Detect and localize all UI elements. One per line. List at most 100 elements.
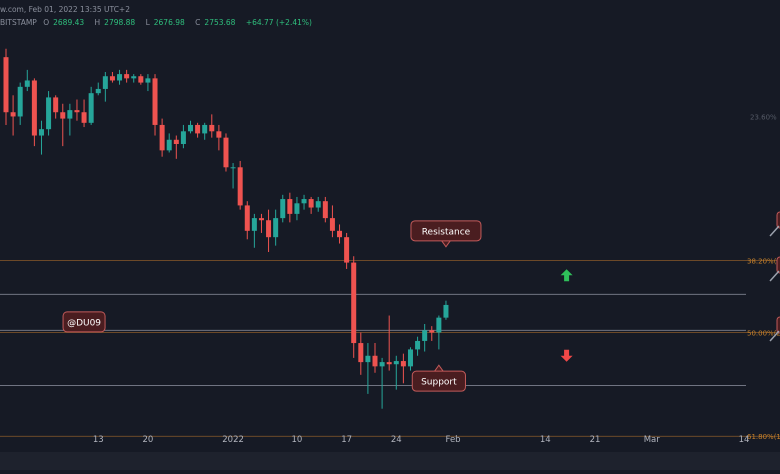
pencil-tab <box>776 316 780 334</box>
candle-body-27 <box>195 124 201 134</box>
candle-body-53 <box>379 362 385 367</box>
candle-body-61 <box>436 317 442 333</box>
candle-body-9 <box>67 110 73 119</box>
candle-body-1 <box>10 112 16 117</box>
callout-text: Support <box>421 378 457 388</box>
fib-label-2: 61.80%(19 <box>747 433 780 441</box>
candle-body-19 <box>138 76 144 83</box>
candle-body-24 <box>173 139 179 144</box>
candle-body-18 <box>131 76 137 79</box>
candle-body-54 <box>386 362 392 365</box>
candle-body-14 <box>102 76 108 89</box>
candle-body-29 <box>209 124 215 132</box>
ohlc-high: H 2798.88 <box>94 18 136 27</box>
candle-body-7 <box>53 97 59 113</box>
candle-body-6 <box>46 97 52 130</box>
x-tick-1: 20 <box>143 435 154 445</box>
candle-body-43 <box>308 199 314 208</box>
candle-body-34 <box>244 205 250 231</box>
candle-body-52 <box>372 355 378 367</box>
callout-box <box>410 220 482 242</box>
annotations: Resistance Support @DU09 <box>62 220 482 392</box>
candle-body-21 <box>152 78 158 125</box>
candle-body-13 <box>95 88 101 94</box>
arrow-down-icon <box>560 349 573 362</box>
candle-body-55 <box>393 361 399 365</box>
callout-resistance: Resistance <box>410 220 482 248</box>
ohlc-close: C 2753.68 <box>195 18 236 27</box>
x-tick-6: Feb <box>446 435 461 445</box>
candle-body-48 <box>344 237 350 263</box>
candle-body-26 <box>188 124 193 132</box>
ohlc-change: +64.77 (+2.41%) <box>245 18 312 27</box>
candle-body-37 <box>266 220 272 238</box>
candle-body-33 <box>237 167 243 206</box>
pencil-icon <box>769 211 780 237</box>
pencil-tab <box>776 256 780 274</box>
candle-body-20 <box>145 78 151 83</box>
ohlc-open: O 2689.43 <box>43 18 85 27</box>
candle-body-16 <box>117 74 123 81</box>
candle-body-40 <box>287 199 293 214</box>
x-tick-4: 17 <box>341 435 352 445</box>
drawing-tool-icons <box>769 211 780 342</box>
candle-body-31 <box>223 137 229 168</box>
candle-body-38 <box>273 218 279 238</box>
x-tick-3: 10 <box>292 435 303 445</box>
candle-body-50 <box>358 343 364 363</box>
candle-body-41 <box>294 203 300 214</box>
candle-body-5 <box>38 129 44 136</box>
candle-body-22 <box>159 124 165 151</box>
candle-body-15 <box>109 76 115 81</box>
fib-label-1: 50.00%(2 <box>747 329 780 337</box>
candle-body-32 <box>230 167 236 169</box>
candles <box>3 48 449 409</box>
candle-body-58 <box>415 340 421 350</box>
x-tick-0: 13 <box>93 435 104 445</box>
candle-body-42 <box>301 199 307 204</box>
x-tick-8: 21 <box>590 435 601 445</box>
x-tick-10: 14 <box>739 435 750 445</box>
candle-body-17 <box>124 74 130 79</box>
candle-body-3 <box>24 80 30 87</box>
candle-body-47 <box>337 230 343 238</box>
x-tick-2: 2022 <box>222 435 244 445</box>
x-tick-7: 14 <box>540 435 551 445</box>
x-tick-5: 24 <box>391 435 402 445</box>
candle-body-56 <box>400 361 406 367</box>
candle-body-46 <box>329 218 335 231</box>
pencil-stroke <box>769 270 780 282</box>
candle-body-10 <box>74 110 80 113</box>
chart-title-line: w.com, Feb 01, 2022 13:35 UTC+2 <box>0 5 130 14</box>
pencil-icon <box>769 316 780 342</box>
candle-body-51 <box>365 355 371 363</box>
callout-du09: @DU09 <box>62 311 106 333</box>
exchange-label: BITSTAMP <box>0 18 37 27</box>
candle-body-36 <box>258 218 264 221</box>
candle-body-4 <box>31 80 37 136</box>
candle-body-44 <box>315 201 321 208</box>
ohlc-low: L 2676.98 <box>145 18 185 27</box>
candle-body-57 <box>407 349 413 367</box>
candle-body-39 <box>280 199 286 219</box>
pencil-stroke <box>769 225 780 237</box>
candle-body-30 <box>216 131 222 138</box>
fib-levels: 38.20%(30 50.00%(2 61.80%(19 23.60% <box>0 113 780 441</box>
candle-body-0 <box>3 57 9 113</box>
horizontal-levels <box>0 293 746 386</box>
callout-box <box>411 370 466 392</box>
candle-body-28 <box>202 124 208 134</box>
fib-label-0: 38.20%(30 <box>747 257 780 265</box>
callout-text: Resistance <box>422 227 471 237</box>
pencil-icon <box>769 256 780 282</box>
candle-body-49 <box>351 262 357 344</box>
arrow-up-icon <box>560 269 573 282</box>
right-axis-label-0: 23.60% <box>750 113 777 121</box>
bottom-toolbar <box>0 452 780 470</box>
candle-body-35 <box>251 218 257 231</box>
candle-body-60 <box>429 330 435 333</box>
pencil-stroke <box>769 330 780 342</box>
chart-header: w.com, Feb 01, 2022 13:35 UTC+2 BITSTAMP… <box>0 0 780 36</box>
